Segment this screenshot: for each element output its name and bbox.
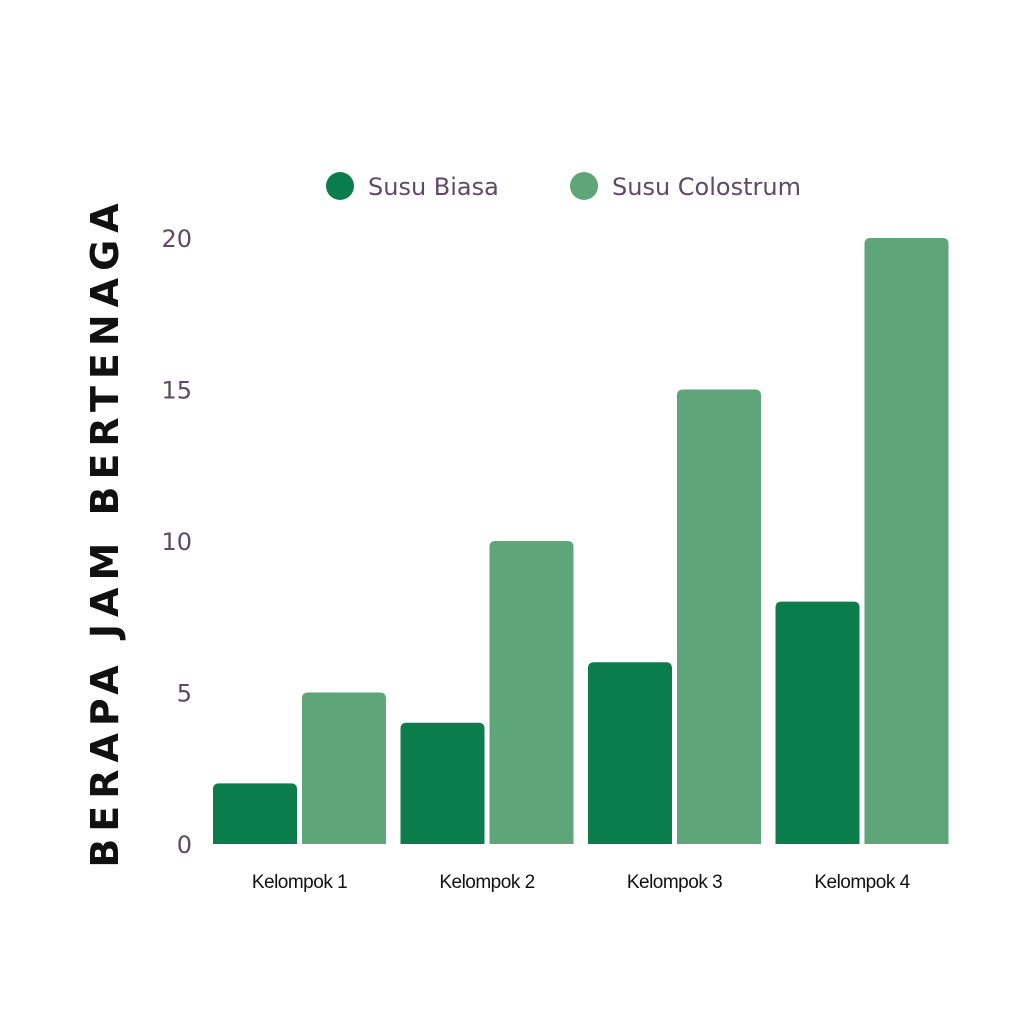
bar-susu-colostrum-3 [677,389,761,844]
legend-marker-susu-biasa [326,172,354,200]
x-tick-label: Kelompok 3 [627,872,722,893]
legend-marker-susu-colostrum [570,172,598,200]
y-tick-label: 5 [177,680,192,708]
bar-susu-colostrum-1 [302,692,386,844]
x-tick-label: Kelompok 2 [439,872,534,893]
bar-susu-biasa-3 [588,662,672,844]
y-tick-label: 15 [161,377,192,405]
bar-susu-colostrum-4 [864,238,949,844]
y-axis-label: BERAPA JAM BERTENAGA [83,196,127,867]
bar-susu-biasa-1 [213,783,297,844]
y-tick-label: 20 [161,225,192,253]
legend: Susu Biasa Susu Colostrum [326,172,801,201]
y-tick-label: 0 [177,831,192,859]
y-tick-label: 10 [161,528,192,556]
legend-label-susu-biasa: Susu Biasa [368,173,499,201]
x-tick-label: Kelompok 4 [814,872,910,893]
x-tick-label: Kelompok 1 [252,872,347,893]
legend-label-susu-colostrum: Susu Colostrum [612,173,801,201]
bar-susu-colostrum-2 [489,541,574,844]
bar-susu-biasa-2 [400,722,485,844]
bar-susu-biasa-4 [775,601,860,844]
